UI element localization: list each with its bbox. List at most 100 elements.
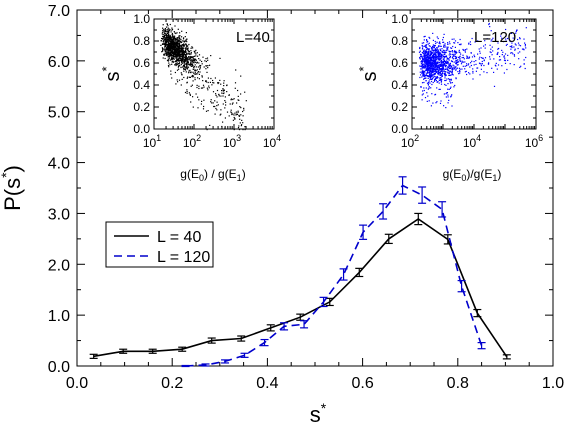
scatter-point bbox=[181, 30, 183, 32]
scatter-point bbox=[433, 63, 435, 65]
data-point bbox=[207, 337, 216, 344]
scatter-point bbox=[197, 66, 199, 68]
scatter-point bbox=[443, 44, 445, 46]
scatter-point bbox=[167, 54, 169, 56]
scatter-point bbox=[458, 43, 461, 46]
scatter-point bbox=[238, 125, 240, 127]
scatter-point bbox=[172, 48, 174, 50]
scatter-point bbox=[176, 39, 178, 41]
scatter-point bbox=[243, 109, 245, 111]
scatter-point bbox=[437, 81, 439, 83]
scatter-point bbox=[435, 61, 437, 63]
scatter-point bbox=[164, 49, 166, 51]
scatter-point bbox=[186, 60, 188, 62]
scatter-point bbox=[422, 75, 424, 77]
scatter-point bbox=[438, 54, 440, 56]
scatter-point bbox=[185, 48, 187, 50]
scatter-point bbox=[484, 47, 486, 49]
scatter-point bbox=[420, 63, 422, 65]
scatter-point bbox=[183, 68, 185, 70]
scatter-point bbox=[442, 54, 444, 56]
scatter-point bbox=[443, 57, 445, 59]
data-point bbox=[414, 212, 423, 226]
scatter-point bbox=[166, 35, 168, 37]
scatter-point bbox=[430, 52, 432, 54]
scatter-point bbox=[440, 45, 442, 47]
scatter-point bbox=[241, 119, 243, 121]
scatter-point bbox=[166, 48, 168, 50]
scatter-point bbox=[425, 60, 427, 62]
scatter-point bbox=[164, 33, 166, 35]
scatter-point bbox=[428, 42, 430, 44]
scatter-point bbox=[202, 84, 205, 86]
scatter-point bbox=[434, 44, 436, 47]
data-point bbox=[339, 268, 348, 281]
scatter-point bbox=[433, 69, 435, 71]
y-axis-label: P(s*) bbox=[0, 165, 25, 211]
scatter-point bbox=[423, 56, 425, 58]
scatter-point bbox=[171, 41, 174, 43]
scatter-point bbox=[197, 71, 199, 73]
scatter-point bbox=[426, 72, 428, 75]
scatter-point bbox=[177, 54, 179, 56]
scatter-point bbox=[438, 71, 440, 73]
inset-l40-x-label: g(E0) / g(E1) bbox=[180, 167, 245, 183]
scatter-point bbox=[418, 51, 421, 53]
scatter-point bbox=[178, 44, 180, 46]
scatter-point bbox=[186, 58, 188, 60]
scatter-point bbox=[177, 50, 179, 52]
scatter-point bbox=[427, 68, 429, 70]
scatter-point bbox=[432, 54, 434, 56]
scatter-point bbox=[234, 87, 236, 89]
scatter-point bbox=[177, 28, 179, 30]
scatter-point bbox=[178, 36, 180, 38]
scatter-point bbox=[165, 52, 167, 54]
scatter-point bbox=[176, 37, 178, 39]
scatter-point bbox=[238, 99, 240, 101]
scatter-point bbox=[167, 36, 169, 38]
scatter-point bbox=[197, 96, 199, 98]
scatter-point bbox=[429, 63, 431, 66]
scatter-point bbox=[468, 63, 470, 65]
scatter-point bbox=[436, 56, 439, 58]
scatter-point bbox=[176, 62, 178, 64]
scatter-point bbox=[511, 46, 513, 49]
scatter-point bbox=[176, 59, 178, 61]
scatter-point bbox=[238, 129, 241, 131]
scatter-point bbox=[426, 53, 428, 56]
scatter-point bbox=[448, 64, 450, 66]
scatter-point bbox=[166, 23, 168, 25]
scatter-point bbox=[427, 84, 429, 86]
scatter-point bbox=[233, 116, 235, 119]
scatter-point bbox=[448, 65, 450, 67]
scatter-point bbox=[172, 41, 174, 43]
scatter-point bbox=[462, 61, 464, 63]
scatter-point bbox=[457, 42, 459, 44]
scatter-point bbox=[468, 43, 470, 45]
scatter-point bbox=[459, 60, 461, 62]
scatter-point bbox=[510, 46, 512, 48]
scatter-point bbox=[421, 70, 423, 72]
scatter-point bbox=[240, 93, 242, 95]
scatter-point bbox=[167, 29, 169, 31]
scatter-point bbox=[513, 54, 515, 56]
scatter-point bbox=[437, 37, 439, 40]
scatter-point bbox=[480, 47, 482, 49]
scatter-point bbox=[423, 60, 425, 62]
scatter-point bbox=[179, 57, 181, 59]
scatter-point bbox=[430, 76, 432, 78]
scatter-point bbox=[170, 55, 172, 57]
scatter-point bbox=[444, 55, 446, 57]
scatter-point bbox=[194, 71, 196, 73]
scatter-point bbox=[171, 43, 173, 45]
scatter-point bbox=[428, 60, 430, 62]
scatter-point bbox=[445, 60, 448, 62]
scatter-point bbox=[475, 63, 477, 65]
scatter-point bbox=[195, 59, 197, 61]
scatter-point bbox=[169, 54, 171, 56]
scatter-point bbox=[434, 78, 437, 80]
scatter-point bbox=[176, 47, 178, 49]
scatter-point bbox=[430, 51, 432, 53]
scatter-point bbox=[425, 51, 427, 53]
scatter-point bbox=[167, 40, 169, 42]
